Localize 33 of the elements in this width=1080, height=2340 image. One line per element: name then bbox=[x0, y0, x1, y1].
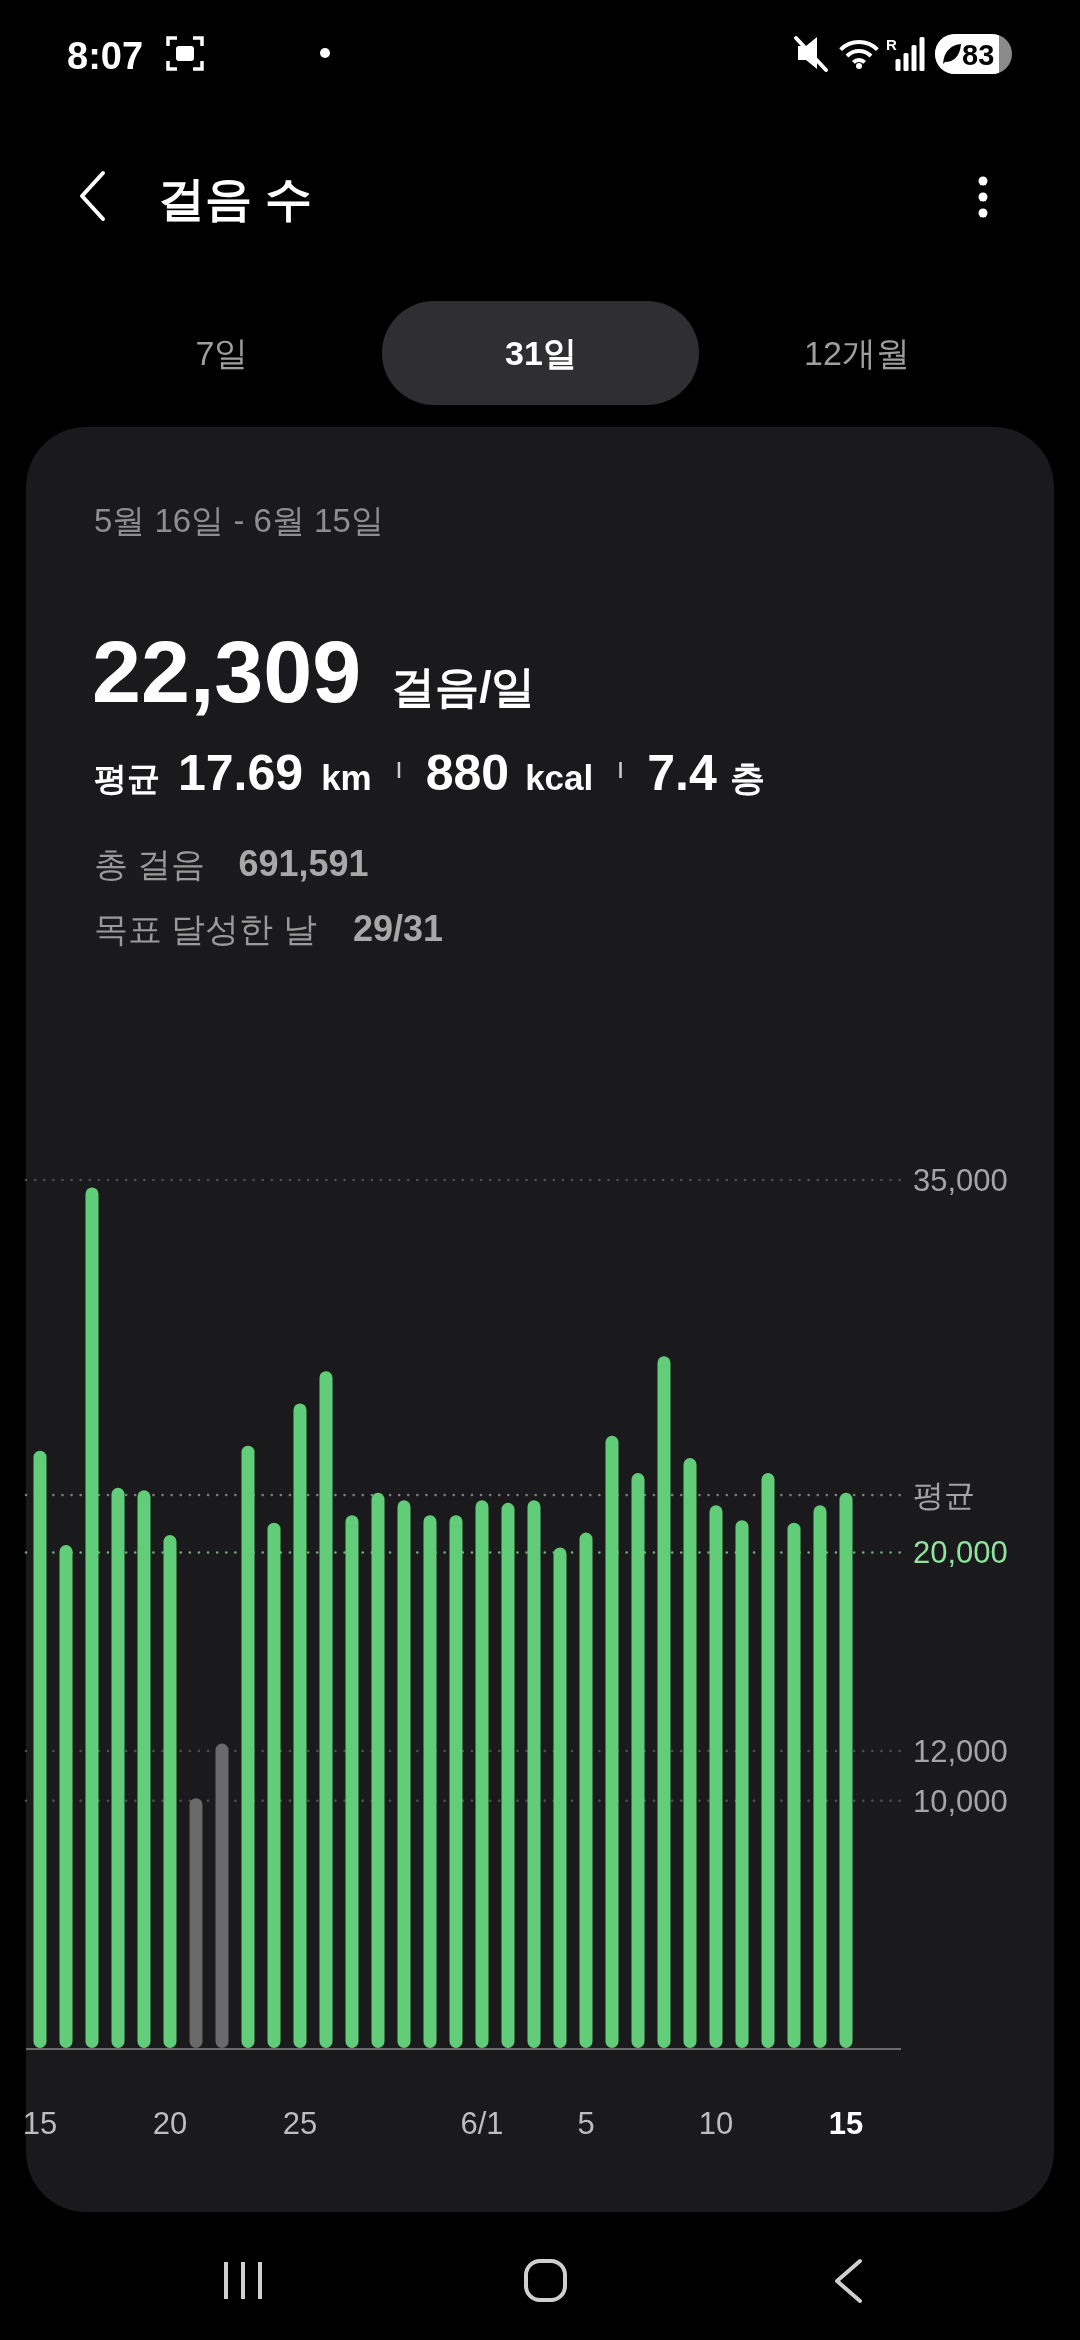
text: 12개월 bbox=[804, 334, 910, 372]
text: 총 걸음 bbox=[94, 845, 206, 883]
ref-line-label: 20,000 bbox=[913, 1535, 1008, 1571]
y-tick-label: 35,000 bbox=[913, 1163, 1008, 1198]
text: 29/31 bbox=[352, 908, 443, 949]
text: 7.4 bbox=[647, 745, 717, 801]
x-tick-label: 5 bbox=[577, 2106, 595, 2141]
x-tick-label: 15 bbox=[22, 2106, 58, 2141]
text: kcal bbox=[525, 758, 594, 797]
x-tick-label: 25 bbox=[282, 2106, 318, 2141]
text: R bbox=[886, 36, 897, 53]
x-tick-label: 20 bbox=[152, 2106, 188, 2141]
chart-title: 걸음 수 bbox=[158, 172, 313, 225]
text: 목표 달성한 날 bbox=[94, 910, 317, 948]
y-tick-label: 10,000 bbox=[913, 1783, 1008, 1819]
text: 걸음/일 bbox=[391, 662, 536, 711]
x-tick-label: 6/1 bbox=[460, 2106, 504, 2141]
y-tick-label: 12,000 bbox=[913, 1734, 1008, 1770]
text: 17.69 bbox=[178, 745, 304, 801]
text: 22,309 bbox=[92, 622, 362, 721]
text: 83 bbox=[962, 39, 995, 71]
x-tick-label: 10 bbox=[698, 2106, 734, 2141]
text: km bbox=[321, 758, 372, 797]
text: 층 bbox=[729, 758, 765, 797]
text: 8:07 bbox=[67, 35, 144, 77]
text: 7일 bbox=[195, 334, 249, 372]
text: 평균 bbox=[94, 760, 160, 797]
text: 31일 bbox=[505, 334, 577, 372]
text: 880 bbox=[425, 745, 510, 801]
x-tick-label: 15 bbox=[828, 2106, 864, 2141]
chart-subtitle: 5월 16일 - 6월 15일 bbox=[94, 502, 384, 539]
text: 691,591 bbox=[238, 843, 369, 884]
ref-line-label: 평균 bbox=[913, 1478, 975, 1514]
